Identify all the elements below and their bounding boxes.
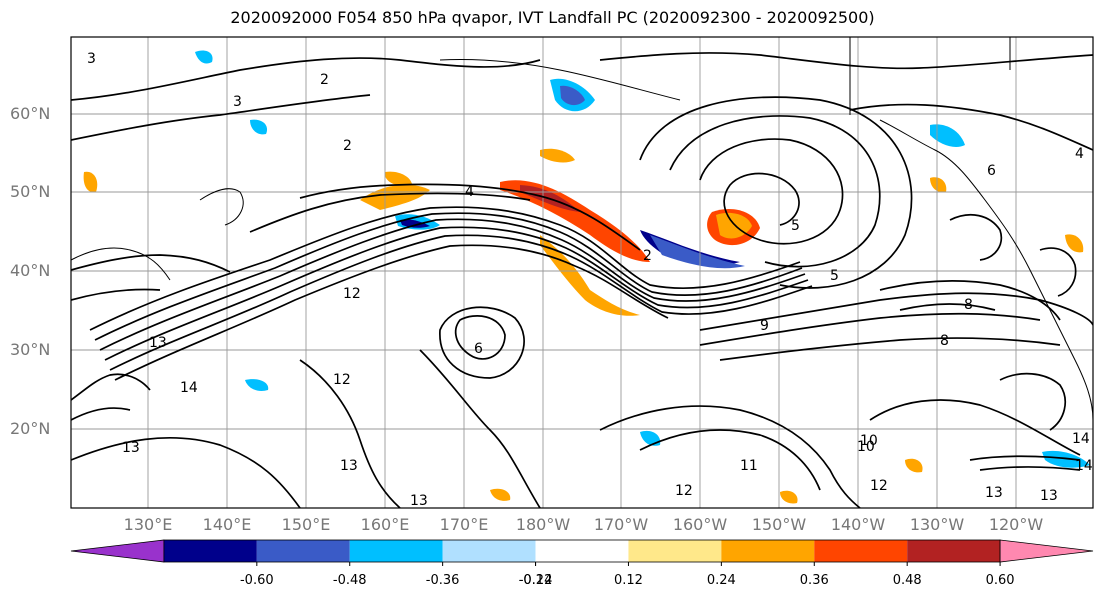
colorbar-segment	[163, 540, 257, 562]
contour-label: 14	[1072, 431, 1090, 447]
colorbar-segment	[535, 540, 629, 562]
contour-label: 8	[940, 333, 949, 349]
colorbar-frame	[163, 539, 1001, 563]
colorbar-tick-label: 0.12	[613, 573, 643, 588]
contour-label: 5	[791, 218, 800, 234]
contour-label: 14	[180, 380, 198, 396]
contour-label: 9	[760, 318, 769, 334]
map-plot-area: 3 2 3 2 4 2 4 5 8 10 12 13 14 13 12 13 1…	[71, 37, 1093, 509]
contour-label: 10	[860, 433, 878, 449]
colorbar-segment	[814, 540, 908, 562]
contour-label: 13	[340, 458, 358, 474]
lon-label-150e: 150°E	[281, 515, 331, 534]
contour-label: 2	[320, 72, 329, 88]
colorbar-tick-label: 0.24	[706, 573, 736, 588]
lat-label-20n: 20°N	[10, 419, 51, 438]
lat-label-60n: 60°N	[10, 104, 51, 123]
contour-label: 13	[149, 335, 167, 351]
contour-label: 6	[987, 163, 996, 179]
colorbar-tick-label: 0.60	[985, 573, 1015, 588]
coastlines	[71, 37, 1093, 421]
contour-label: 13	[410, 493, 428, 509]
colorbar-tick-label: 0.36	[799, 573, 829, 588]
colorbar-segment	[628, 540, 722, 562]
lon-label-150w: 150°W	[751, 515, 807, 534]
colorbar-tick-label: -0.48	[332, 573, 367, 588]
contour-label: 2	[643, 248, 652, 264]
lon-label-140e: 140°E	[202, 515, 252, 534]
contour-labels: 3 2 3 2 4 2 4 5 8 10 12 13 14 13 12 13 1…	[87, 51, 1093, 509]
contour-label: 13	[1040, 488, 1058, 504]
contour-label: 4	[465, 184, 474, 200]
colorbar-tick-label: -0.12	[518, 573, 553, 588]
contour-lines	[71, 52, 1093, 508]
colorbar-tick-label: -0.36	[425, 573, 460, 588]
lon-label-130w: 130°W	[909, 515, 965, 534]
contour-label: 6	[474, 341, 483, 357]
colorbar-tick-label: -0.60	[239, 573, 274, 588]
map-title: 2020092000 F054 850 hPa qvapor, IVT Land…	[230, 8, 875, 27]
contour-label: 12	[675, 483, 693, 499]
colorbar-tick-label: 0.48	[892, 573, 922, 588]
colorbar-extend-low	[70, 539, 165, 563]
lat-label-30n: 30°N	[10, 340, 51, 359]
contour-label: 2	[343, 138, 352, 154]
contour-label: 11	[740, 458, 758, 474]
contour-label: 8	[964, 297, 973, 313]
contour-label: 12	[343, 286, 361, 302]
lon-label-180w: 180°W	[515, 515, 571, 534]
lon-label-170w: 170°W	[593, 515, 649, 534]
colorbar	[70, 539, 1094, 566]
contour-label: 12	[870, 478, 888, 494]
colorbar-segment	[907, 540, 1001, 562]
lon-label-140w: 140°W	[830, 515, 886, 534]
contour-label: 3	[233, 94, 242, 110]
colorbar-segment	[256, 540, 350, 562]
colorbar-extend-high	[999, 539, 1094, 563]
lon-label-130e: 130°E	[123, 515, 173, 534]
colorbar-segment	[349, 540, 443, 562]
colorbar-segment	[442, 540, 536, 562]
map-frame	[70, 36, 1094, 509]
contour-label: 12	[333, 372, 351, 388]
contour-label: 14	[1075, 458, 1093, 474]
graticule	[71, 37, 1093, 508]
contour-label: 13	[122, 440, 140, 456]
lon-label-120w: 120°W	[988, 515, 1044, 534]
contour-label: 13	[985, 485, 1003, 501]
colorbar-tick-label: -0.24	[518, 573, 553, 588]
contour-label: 5	[830, 268, 839, 284]
contour-label: 3	[87, 51, 96, 67]
lat-label-50n: 50°N	[10, 182, 51, 201]
lat-label-40n: 40°N	[10, 261, 51, 280]
contour-label: 4	[1075, 146, 1084, 162]
lon-label-160w: 160°W	[672, 515, 728, 534]
lon-label-170e: 170°E	[439, 515, 489, 534]
contour-label: 10	[857, 439, 875, 455]
lon-label-160e: 160°E	[360, 515, 410, 534]
colorbar-segment	[721, 540, 815, 562]
